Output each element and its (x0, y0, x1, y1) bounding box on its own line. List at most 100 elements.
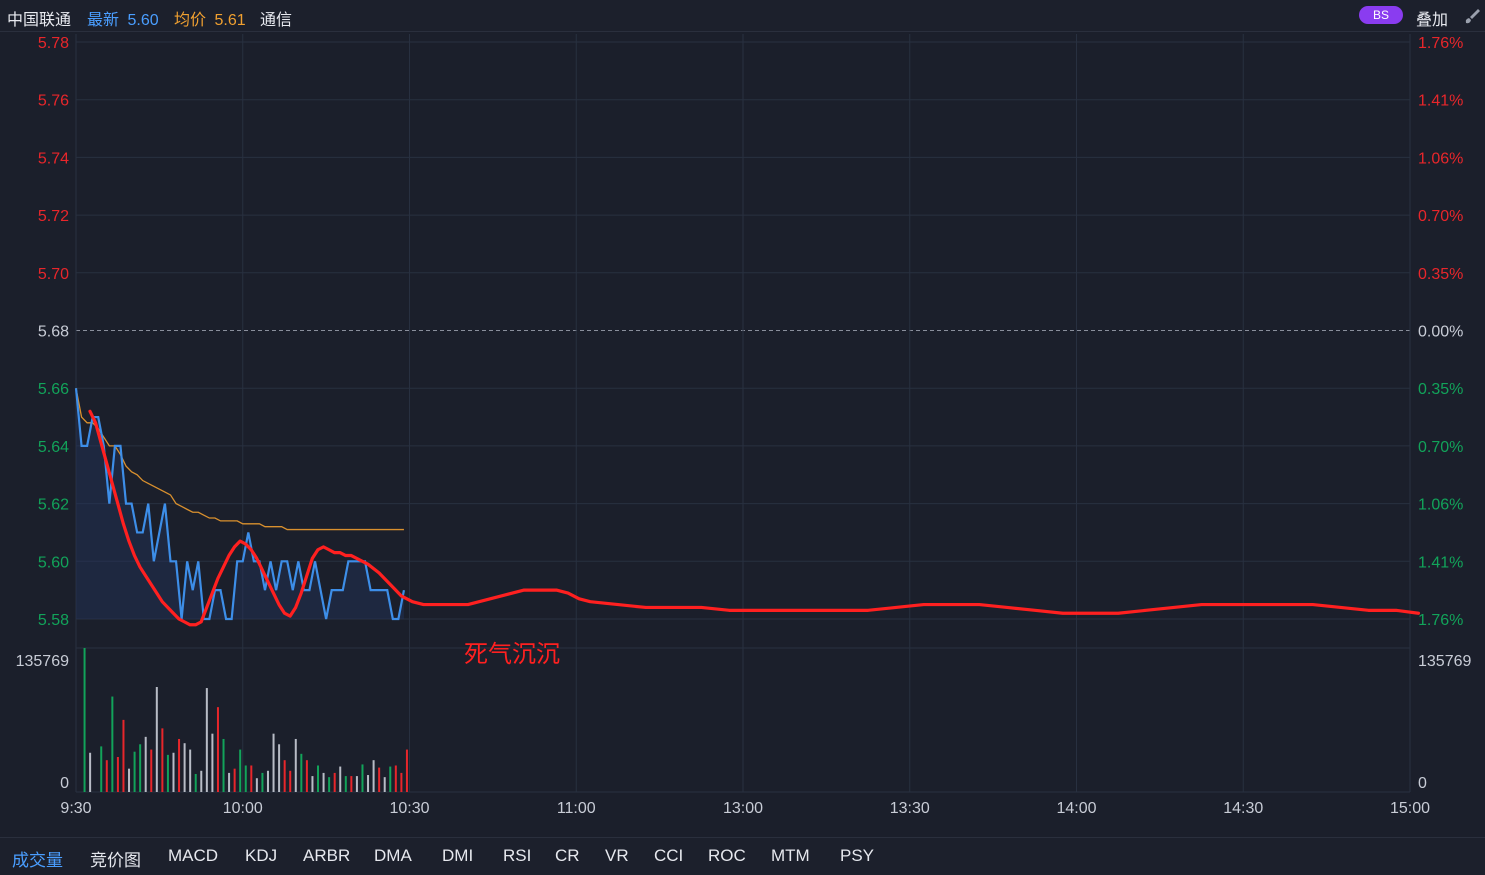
percent-tick-label: 0.35% (1418, 381, 1463, 398)
volume-bar (89, 752, 92, 792)
volume-bar (83, 648, 86, 792)
stock-name[interactable]: 中国联通 (7, 12, 72, 29)
percent-tick-label: 1.76% (1418, 612, 1463, 629)
volume-bar (278, 744, 281, 792)
percent-tick-label: 1.06% (1418, 150, 1463, 167)
time-tick-label: 14:00 (1056, 800, 1096, 817)
tab-indicator[interactable]: DMA (374, 846, 412, 865)
volume-bar (367, 775, 370, 792)
time-tick-label: 13:30 (890, 800, 930, 817)
last-price-readout: 最新 5.60 (87, 6, 159, 30)
tab-indicator[interactable]: 竞价图 (90, 851, 141, 870)
industry-label[interactable]: 通信 (260, 12, 293, 29)
axis-labels: 5.78 1.76% 5.76 1.41% 5.74 1.06% 5.72 0.70% 5.70… (16, 35, 1472, 817)
volume-bar (244, 765, 247, 792)
tab-indicator[interactable]: ARBR (303, 846, 351, 865)
tab-indicator[interactable]: CR (555, 846, 580, 865)
volume-bar (339, 766, 342, 792)
tab-indicator[interactable]: VR (605, 846, 629, 865)
volume-bar (361, 764, 364, 792)
brush-icon[interactable] (1462, 6, 1482, 26)
volume-bar (250, 765, 253, 792)
volume-bar (355, 776, 358, 792)
time-tick-label: 15:00 (1390, 800, 1430, 817)
grid-lines (75, 34, 1411, 793)
tab-indicator[interactable]: MTM (771, 846, 810, 865)
avg-price-line (75, 388, 404, 531)
tab-indicator[interactable]: CCI (654, 846, 684, 865)
volume-bar (344, 776, 347, 792)
price-line (74, 388, 406, 621)
avg-price-label: 均价 (174, 12, 207, 29)
percent-tick-label: 1.41% (1418, 93, 1463, 110)
volume-bar (200, 770, 203, 792)
volume-bar (233, 768, 236, 792)
volume-bar (389, 766, 392, 792)
percent-tick-label: 0.70% (1418, 439, 1463, 456)
volume-bar (216, 707, 219, 792)
last-price-value: 5.60 (127, 12, 159, 29)
volume-bar (322, 772, 325, 792)
volume-zero-label-right: 0 (1418, 775, 1427, 792)
price-tick-label: 5.68 (38, 324, 69, 341)
percent-tick-label: 1.06% (1418, 497, 1463, 514)
annotation-label: 死气沉沉 (464, 640, 560, 668)
volume-bar (378, 767, 381, 792)
volume-bar (133, 751, 136, 792)
volume-bar (122, 719, 125, 792)
tab-indicator[interactable]: 成交量 (12, 851, 63, 870)
volume-bar (266, 770, 269, 792)
volume-bar (289, 770, 292, 792)
volume-bar (150, 749, 153, 792)
volume-bar (194, 773, 197, 792)
tab-indicator[interactable]: RSI (503, 846, 532, 865)
tab-indicator[interactable]: KDJ (245, 846, 278, 865)
price-tick-label: 5.76 (38, 93, 69, 110)
price-tick-label: 5.64 (38, 439, 69, 456)
volume-bar (311, 776, 314, 792)
intraday-chart[interactable]: 死气沉沉 5.78 1.76% 5.76 1.41% 5.74 1.06% 5.72 0.70… (0, 31, 1485, 837)
volume-bar (155, 686, 158, 792)
price-tick-label: 5.70 (38, 266, 69, 283)
percent-tick-label: 0.35% (1418, 266, 1463, 283)
volume-bar (383, 777, 386, 792)
last-price-label: 最新 (87, 12, 120, 29)
volume-max-label-left: 135769 (16, 653, 69, 670)
volume-bar (161, 728, 164, 792)
bs-toggle-button[interactable]: BS (1359, 6, 1403, 24)
tab-indicator[interactable]: ROC (708, 846, 746, 865)
volume-bar (189, 749, 192, 792)
percent-tick-label: 0.00% (1418, 324, 1463, 341)
volume-bar (144, 736, 147, 792)
volume-bar (228, 772, 231, 792)
volume-zero-label-left: 0 (60, 775, 69, 792)
volume-bar (111, 696, 114, 792)
volume-bar (128, 768, 131, 792)
avg-price-value: 5.61 (214, 12, 246, 29)
price-panel: 死气沉沉 (74, 388, 1421, 668)
time-tick-label: 9:30 (60, 800, 91, 817)
volume-bar (405, 749, 408, 792)
price-tick-label: 5.60 (38, 554, 69, 571)
volume-bar (139, 744, 142, 792)
volume-bar (183, 743, 186, 792)
tab-indicator[interactable]: MACD (168, 846, 219, 865)
time-tick-label: 13:00 (723, 800, 763, 817)
volume-bar (333, 772, 336, 792)
overlay-button[interactable]: 叠加 (1416, 12, 1449, 29)
time-tick-label: 10:00 (223, 800, 263, 817)
volume-bar (222, 738, 225, 792)
price-tick-label: 5.62 (38, 497, 69, 514)
tab-indicator[interactable]: PSY (840, 846, 875, 865)
price-tick-label: 5.74 (38, 150, 69, 167)
volume-bar (116, 756, 119, 792)
volume-bar (172, 752, 175, 792)
volume-bar (100, 746, 103, 792)
volume-bar (239, 749, 242, 792)
volume-bar (400, 772, 403, 792)
time-tick-label: 14:30 (1223, 800, 1263, 817)
tab-indicator[interactable]: DMI (442, 846, 474, 865)
price-tick-label: 5.58 (38, 612, 69, 629)
volume-bar (261, 772, 264, 792)
price-tick-label: 5.72 (38, 208, 69, 225)
